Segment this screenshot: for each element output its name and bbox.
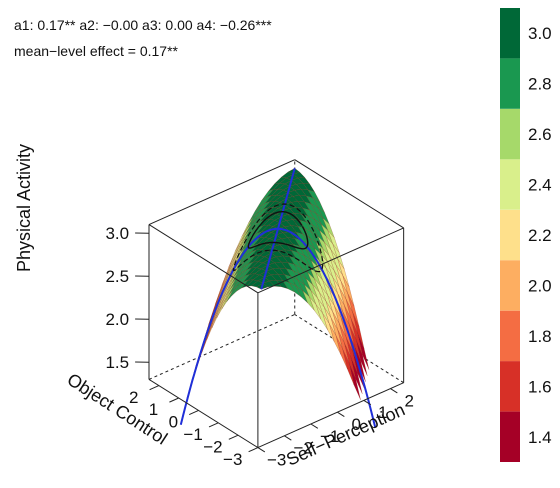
legend-label: 2.4 [528,176,552,195]
legend-label: 3.0 [528,24,552,43]
z-tick-label: 3.0 [105,224,129,243]
y-tick-label: −1 [183,425,202,444]
surface-contour-solid [247,210,309,250]
legend-label: 1.8 [528,327,552,346]
legend-color-swatch [500,8,520,59]
line-of-incongruence [179,227,377,428]
box-edge [148,378,259,449]
x-axis-tick [337,411,345,417]
y-tick-label: 1 [149,400,158,419]
color-legend: 1.4 1.6 1.8 2.0 2.2 2.4 2.6 2.8 3.0 [500,8,552,462]
legend-color-swatch [500,159,520,210]
mean-level-effect-annotation: mean−level effect = 0.17** [14,43,178,59]
legend-color-swatch [500,260,520,311]
box-edge [257,227,404,294]
response-surface [186,168,370,400]
x-axis-tick [284,435,292,441]
z-tick-label: 1.5 [105,353,129,372]
y-tick-label: 2 [129,388,138,407]
y-tick-label: 0 [169,413,178,432]
z-tick-label: 2.5 [105,267,129,286]
x-tick-label: −1 [320,427,339,446]
x-tick-label: 0 [351,415,360,434]
legend-color-swatch [500,361,520,412]
y-axis-tick [248,447,259,453]
x-tick-label: 2 [404,391,413,410]
legend-label: 2.2 [528,226,552,245]
y-tick-label: −3 [223,450,242,469]
box-edge [148,159,295,226]
legend-label: 1.6 [528,377,552,396]
legend-label: 2.8 [528,75,552,94]
y-tick-label: −2 [203,437,222,456]
legend-label: 2.0 [528,276,552,295]
coefficients-annotation: a1: 0.17** a2: −0.00 a3: 0.00 a4: −0.26*… [14,17,272,33]
x-axis-tick [257,447,266,453]
y-axis-tick [189,409,199,415]
y-axis-tick [228,434,239,440]
legend-color-swatch [500,108,520,160]
legend-color-swatch [500,58,520,109]
x-axis-tick [390,388,398,394]
x-tick-label: 1 [378,403,387,422]
legend-color-swatch [500,411,520,462]
box-edge-hidden [148,314,295,380]
x-axis-tick [310,423,319,429]
y-axis-tick [208,422,219,428]
legend-color-swatch [500,209,520,261]
x-tick-label: −2 [294,439,313,458]
z-tick-label: 2.0 [105,310,129,329]
box-edge [257,382,404,449]
z-axis-title: Physical Activity [14,144,34,272]
plot-box-front-edges [148,159,405,449]
legend-label: 2.6 [528,125,552,144]
legend-label: 1.4 [528,428,552,447]
surface-lines [179,167,377,428]
surface-contour-dashed [232,203,324,273]
legend-color-swatch [500,310,520,362]
x-tick-label: −3 [267,450,286,469]
box-edge [148,224,259,294]
y-axis-tick [169,397,179,403]
x-axis-tick [363,399,372,406]
x-axis-title: Self−Perception [283,399,408,469]
y-axis-tick [149,385,160,391]
box-edge [294,159,404,229]
